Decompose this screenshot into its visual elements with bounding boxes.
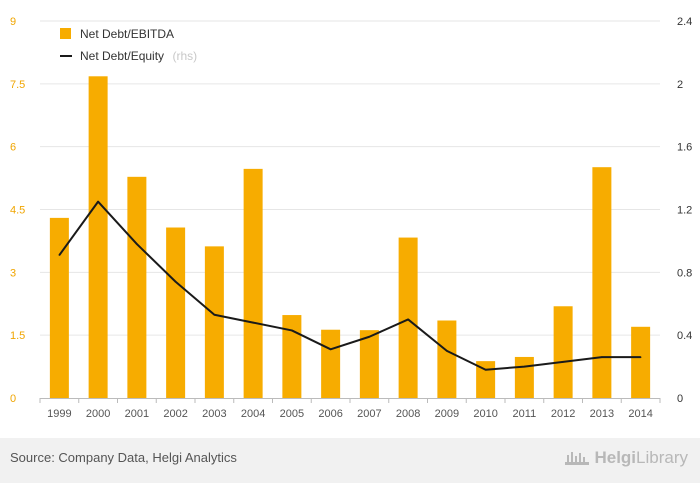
legend-label-line-note: (rhs): [173, 49, 198, 63]
line-series: [58, 200, 642, 371]
bar: [166, 227, 186, 398]
x-tick-label: 2012: [551, 408, 575, 420]
brand-name-bold: Helgi: [594, 448, 637, 467]
line-point: [136, 243, 138, 245]
helgi-library-logo-icon: [565, 452, 590, 465]
line-point: [174, 280, 177, 283]
x-tick-label: 2006: [318, 408, 342, 420]
bar: [49, 217, 69, 398]
x-tick-label: 2009: [435, 408, 459, 420]
footer: Source: Company Data, Helgi Analytics He…: [0, 438, 700, 483]
bar: [398, 237, 418, 398]
x-tick-label: 1999: [47, 408, 71, 420]
bar: [321, 329, 341, 398]
y-left-tick-label: 6: [10, 142, 16, 154]
line-point: [97, 200, 99, 203]
x-tick-label: 2001: [125, 408, 149, 420]
legend-swatch-bar: [60, 28, 71, 39]
y-right-tick-label: 2.4: [677, 16, 692, 28]
x-tick-label: 2007: [357, 408, 381, 420]
legend: Net Debt/EBITDA Net Debt/Equity (rhs): [60, 27, 197, 64]
bar: [282, 315, 302, 398]
line-point: [601, 356, 603, 358]
bar-series: [49, 76, 651, 398]
chart-area: 0 1.5 3 4.5 6 7.5 9 0 0.4 0.8 1.2 1.6 2 2.4 1999 2000 20…: [10, 16, 692, 420]
brand-logo[interactable]: HelgiLibrary: [564, 448, 688, 468]
y-left-tick-label: 0: [10, 393, 16, 405]
x-tick-label: 2003: [202, 408, 226, 420]
line-point: [213, 313, 216, 316]
line-point: [58, 254, 61, 256]
y-right-tick-label: 0.4: [677, 330, 692, 342]
x-tick-label: 2000: [86, 408, 110, 420]
bar: [631, 326, 651, 398]
bar: [88, 76, 108, 398]
y-right-tick-label: 0.8: [677, 267, 692, 279]
axes: 0 1.5 3 4.5 6 7.5 9 0 0.4 0.8 1.2 1.6 2 2.4 1999 2000 20…: [10, 16, 692, 420]
line-point: [329, 348, 332, 351]
x-tick-label: 2004: [241, 408, 265, 420]
x-tick-label: 2002: [163, 408, 187, 420]
legend-label-bar: Net Debt/EBITDA: [80, 27, 174, 41]
y-left-tick-label: 1.5: [10, 330, 25, 342]
y-right-tick-label: 0: [677, 393, 683, 405]
line-point: [523, 365, 526, 368]
line-point: [484, 368, 487, 371]
y-left-tick-label: 3: [10, 267, 16, 279]
line-path: [58, 200, 641, 371]
y-right-tick-label: 2: [677, 79, 683, 91]
bar: [476, 361, 496, 398]
x-tick-label: 2008: [396, 408, 420, 420]
x-tick-label: 2011: [513, 408, 537, 420]
x-tick-label: 2014: [628, 408, 652, 420]
y-left-tick-label: 9: [10, 16, 16, 28]
brand-name-light: Library: [636, 448, 688, 467]
bar: [243, 168, 263, 398]
y-left-tick-label: 7.5: [10, 79, 25, 91]
line-point: [562, 361, 564, 363]
line-point: [252, 321, 254, 324]
y-right-tick-label: 1.2: [677, 205, 692, 217]
bar: [359, 330, 379, 398]
bar: [127, 176, 147, 398]
y-right-tick-label: 1.6: [677, 142, 692, 154]
bar: [514, 356, 534, 398]
line-point: [291, 329, 293, 332]
line-point: [446, 350, 448, 352]
bar: [204, 246, 224, 398]
legend-label-line-name: Net Debt/Equity: [80, 49, 164, 63]
x-tick-label: 2010: [473, 408, 497, 420]
line-point: [407, 318, 409, 321]
y-left-tick-label: 4.5: [10, 205, 25, 217]
legend-label-line: Net Debt/Equity (rhs): [80, 47, 197, 64]
x-tick-label: 2005: [280, 408, 304, 420]
bar: [553, 306, 573, 398]
bar: [437, 320, 457, 398]
source-text: Source: Company Data, Helgi Analytics: [10, 450, 237, 465]
line-point: [368, 335, 371, 338]
line-point: [639, 356, 642, 358]
bar: [592, 167, 612, 398]
x-tick-label: 2013: [590, 408, 614, 420]
